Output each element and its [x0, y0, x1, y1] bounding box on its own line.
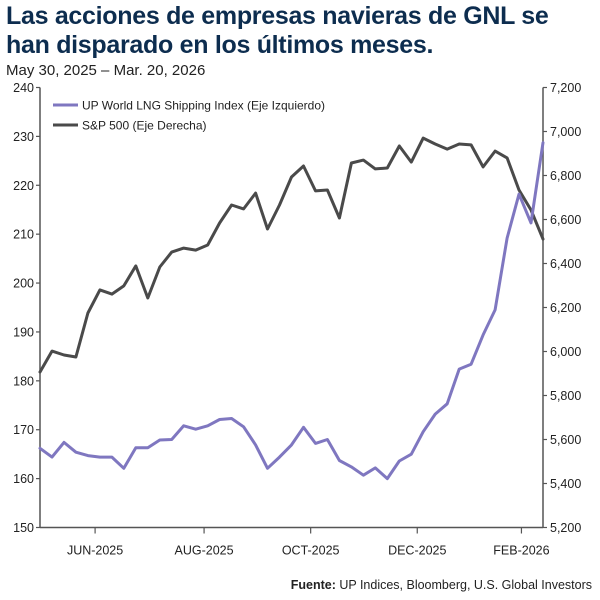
right-tick-label: 5,200 — [550, 521, 581, 535]
series-line-sp500 — [38, 136, 545, 374]
series-line-lng — [38, 141, 545, 481]
chart-title: Las acciones de empresas navieras de GNL… — [6, 2, 549, 59]
chart-subtitle: May 30, 2025 – Mar. 20, 2026 — [6, 62, 206, 79]
left-tick-label: 230 — [13, 130, 34, 144]
legend-label-sp500: S&P 500 (Eje Derecha) — [82, 119, 207, 133]
left-tick-label: 190 — [13, 325, 34, 339]
left-tick-label: 150 — [13, 521, 34, 535]
right-tick-label: 6,000 — [550, 345, 581, 359]
right-tick-label: 7,000 — [550, 125, 581, 139]
right-tick-label: 7,200 — [550, 81, 581, 95]
x-tick-label: OCT-2025 — [282, 544, 340, 558]
left-tick-label: 220 — [13, 179, 34, 193]
right-tick-label: 5,400 — [550, 477, 581, 491]
left-tick-label: 170 — [13, 423, 34, 437]
right-tick-label: 6,600 — [550, 213, 581, 227]
series-layer — [38, 136, 545, 481]
legend: UP World LNG Shipping Index (Eje Izquier… — [53, 99, 325, 133]
source-note: Fuente: UP Indices, Bloomberg, U.S. Glob… — [291, 578, 592, 592]
source-text: UP Indices, Bloomberg, U.S. Global Inves… — [335, 578, 592, 592]
right-tick-label: 6,800 — [550, 169, 581, 183]
x-tick-label: JUN-2025 — [67, 544, 123, 558]
left-tick-label: 210 — [13, 228, 34, 242]
left-tick-label: 240 — [13, 81, 34, 95]
x-tick-label: AUG-2025 — [175, 544, 234, 558]
legend-label-lng: UP World LNG Shipping Index (Eje Izquier… — [82, 99, 325, 113]
right-tick-label: 6,400 — [550, 257, 581, 271]
right-tick-label: 5,600 — [550, 433, 581, 447]
left-tick-label: 180 — [13, 374, 34, 388]
left-tick-label: 200 — [13, 277, 34, 291]
x-tick-label: FEB-2026 — [493, 544, 549, 558]
right-tick-label: 6,200 — [550, 301, 581, 315]
left-tick-label: 160 — [13, 472, 34, 486]
x-tick-label: DEC-2025 — [388, 544, 446, 558]
right-tick-label: 5,800 — [550, 389, 581, 403]
source-label: Fuente: — [290, 578, 336, 592]
axes: 150 160 170 180 190 200 210 220 230 240 5,200 5,400… — [13, 81, 581, 558]
